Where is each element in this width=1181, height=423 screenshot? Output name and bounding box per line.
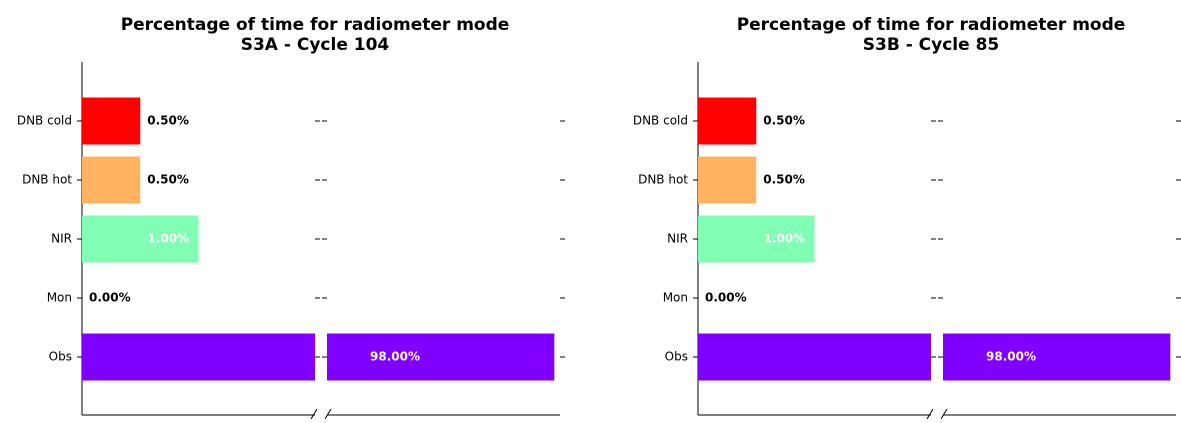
bar <box>82 333 315 381</box>
axis-break <box>940 408 948 420</box>
axis-break <box>324 408 332 420</box>
y-tick-label: Obs <box>49 350 72 364</box>
value-label: 1.00% <box>148 232 190 246</box>
y-tick-label: DNB cold <box>17 114 72 128</box>
value-label: 1.00% <box>764 232 806 246</box>
chart-subtitle: S3A - Cycle 104 <box>241 35 390 55</box>
bar <box>698 97 757 145</box>
value-label: 0.00% <box>89 291 131 305</box>
axis-break <box>310 408 318 420</box>
value-label: 0.50% <box>147 173 189 187</box>
y-tick-label: NIR <box>51 232 72 246</box>
bar <box>82 97 141 145</box>
chart-subtitle: S3B - Cycle 85 <box>863 35 1000 55</box>
y-tick-label: DNB cold <box>633 114 688 128</box>
bar <box>698 156 757 204</box>
y-tick-label: Obs <box>665 350 688 364</box>
chart-title: Percentage of time for radiometer mode <box>737 15 1126 35</box>
value-label: 0.00% <box>705 291 747 305</box>
value-label: 98.00% <box>986 350 1036 364</box>
chart-title: Percentage of time for radiometer mode <box>121 15 510 35</box>
axis-break <box>926 408 934 420</box>
bar <box>943 333 1171 381</box>
bar <box>698 215 815 263</box>
value-label: 0.50% <box>763 173 805 187</box>
y-tick-label: Mon <box>47 291 72 305</box>
bar <box>327 333 555 381</box>
value-label: 0.50% <box>763 114 805 128</box>
value-label: 0.50% <box>147 114 189 128</box>
bar <box>82 215 199 263</box>
bar <box>698 333 931 381</box>
y-tick-label: DNB hot <box>22 173 72 187</box>
y-tick-label: DNB hot <box>638 173 688 187</box>
value-label: 98.00% <box>370 350 420 364</box>
y-tick-label: NIR <box>667 232 688 246</box>
y-tick-label: Mon <box>663 291 688 305</box>
bar <box>82 156 141 204</box>
